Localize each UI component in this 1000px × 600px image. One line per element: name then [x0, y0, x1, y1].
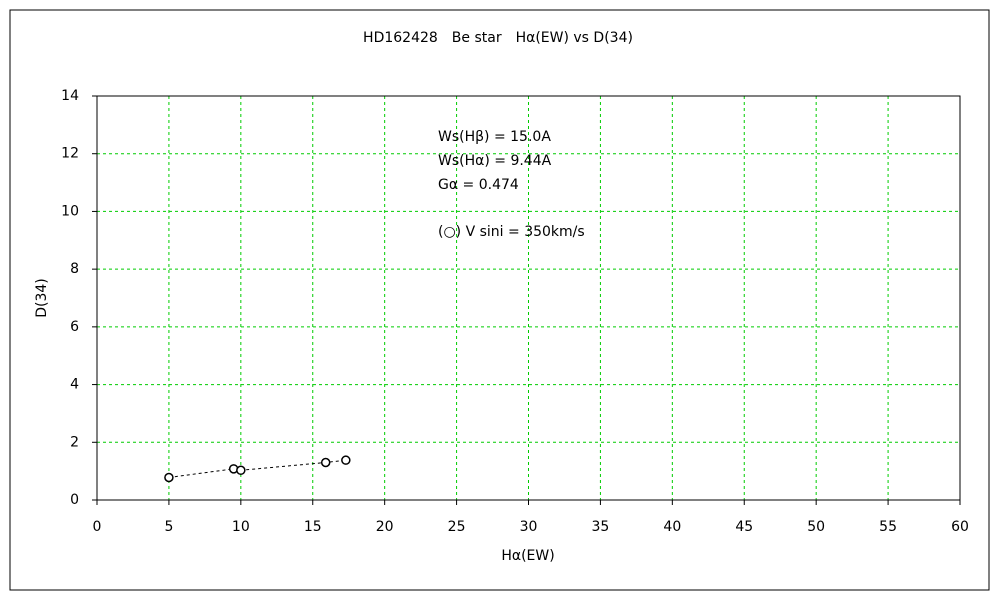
annotation: Ws(Hα) = 9.44A — [438, 153, 552, 169]
y-tick-label: 6 — [70, 319, 79, 335]
x-tick-label: 60 — [951, 519, 969, 535]
annotation: (○) V sini = 350km/s — [438, 224, 585, 240]
chart-frame — [9, 9, 990, 591]
x-tick-label: 0 — [93, 519, 102, 535]
data-point — [341, 455, 351, 465]
y-tick-label: 2 — [70, 434, 79, 450]
y-tick-label: 4 — [70, 377, 79, 393]
x-tick-label: 35 — [592, 519, 610, 535]
x-tick-label: 5 — [164, 519, 173, 535]
annotation: Ws(Hβ) = 15.0A — [438, 129, 551, 145]
x-tick-label: 25 — [448, 519, 466, 535]
x-tick-label: 30 — [520, 519, 538, 535]
x-tick-label: 50 — [807, 519, 825, 535]
chart-title: HD162428 Be star Hα(EW) vs D(34) — [363, 30, 633, 46]
data-point — [164, 472, 174, 483]
annotation: Gα = 0.474 — [438, 177, 519, 193]
data-point — [320, 457, 331, 468]
x-tick-label: 40 — [663, 519, 681, 535]
x-tick-label: 55 — [879, 519, 897, 535]
x-tick-label: 10 — [232, 519, 250, 535]
data-point — [236, 465, 246, 476]
y-axis-label: D(34) — [34, 278, 50, 318]
x-tick-label: 45 — [735, 519, 753, 535]
y-tick-label: 12 — [61, 146, 79, 162]
y-tick-label: 10 — [61, 203, 79, 219]
y-tick-label: 14 — [61, 88, 79, 104]
y-tick-label: 8 — [70, 261, 79, 277]
plot-area — [96, 95, 961, 501]
x-tick-label: 20 — [376, 519, 394, 535]
x-tick-label: 15 — [304, 519, 322, 535]
y-tick-label: 0 — [70, 492, 79, 508]
x-axis-label: Hα(EW) — [501, 548, 554, 564]
